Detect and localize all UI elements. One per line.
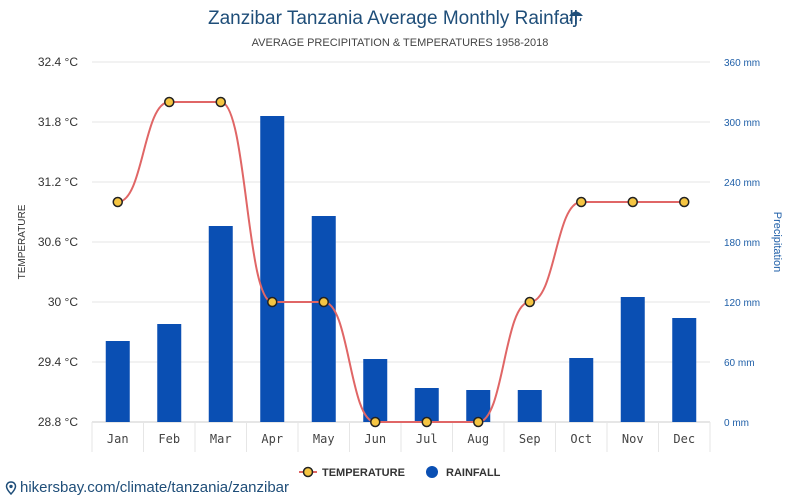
x-tick-label: Aug [467,432,489,446]
chart-subtitle: AVERAGE PRECIPITATION & TEMPERATURES 195… [252,37,549,49]
source-text: hikersbay.com/climate/tanzania/zanzibar [20,479,290,496]
right-axis-title: Precipitation [771,212,783,273]
x-tick-label: May [313,432,335,446]
y-tick-label-right: 60 mm [724,358,755,369]
temperature-point-jun [370,416,381,428]
temperature-point-apr [267,296,278,308]
temperature-point-nov [627,196,638,208]
right-axis-ticks: 0 mm 60 mm 120 mm 180 mm 240 mm 300 mm 360 mm [724,58,760,429]
legend-temperature-marker [302,466,314,478]
x-tick-label: Sep [519,432,541,446]
legend-temperature-label: TEMPERATURE [322,467,405,478]
rainfall-bar-nov [620,297,645,422]
legend-rainfall-label: RAINFALL [446,467,501,478]
x-tick-label: Jul [416,432,438,446]
x-tick-label: Dec [673,432,695,446]
rainfall-bar-jun [363,359,388,422]
rainfall-bar-sep [517,390,542,422]
temperature-point-jan [112,196,123,208]
climate-chart: Zanzibar Tanzania Average Monthly Rainfa… [17,8,783,478]
temperature-point-aug [473,416,484,428]
legend-rainfall-marker [426,466,438,478]
temperature-point-may [318,296,329,308]
legend-item-rainfall[interactable]: RAINFALL [426,466,501,478]
y-tick-label-left: 29.4 °C [38,355,78,369]
umbrella-rain-icon [569,11,583,28]
y-tick-label-right: 180 mm [724,238,760,249]
temperature-point-jul [421,416,432,428]
legend-item-temperature[interactable]: TEMPERATURE [299,466,405,478]
x-tick-label: Oct [570,432,592,446]
temperature-point-dec [679,196,690,208]
rainfall-bar-jul [414,388,439,422]
temperature-line-layer [117,101,685,424]
rainfall-bars [105,116,697,422]
temperature-point-sep [524,296,535,308]
y-tick-label-left: 28.8 °C [38,415,78,429]
rainfall-bar-mar [208,226,233,422]
temperature-point-oct [576,196,587,208]
left-axis-ticks: 28.8 °C 29.4 °C 30 °C 30.6 °C 31.2 °C 31.8 °C… [38,55,78,429]
temperature-points [112,96,690,428]
y-tick-label-left: 32.4 °C [38,55,78,69]
x-tick-label: Mar [210,432,232,446]
rainfall-bar-oct [569,358,594,422]
y-tick-label-right: 0 mm [724,418,749,429]
temperature-point-mar [215,96,226,108]
chart-title: Zanzibar Tanzania Average Monthly Rainfa… [208,8,578,29]
y-tick-label-left: 31.2 °C [38,175,78,189]
x-tick-label: Apr [261,432,283,446]
y-tick-label-left: 30 °C [48,295,78,309]
map-pin-icon [5,480,17,495]
rainfall-bar-dec [672,318,697,422]
y-tick-label-right: 300 mm [724,118,760,129]
x-tick-label: Jun [364,432,386,446]
rainfall-bar-jan [105,341,130,422]
temperature-line [117,101,685,424]
y-tick-label-left: 31.8 °C [38,115,78,129]
grid-lines [91,61,711,452]
rainfall-bar-may [311,216,336,422]
left-axis-title: TEMPERATURE [17,204,28,279]
y-tick-label-right: 360 mm [724,58,760,69]
y-tick-label-right: 240 mm [724,178,760,189]
x-tick-label: Nov [622,432,644,446]
y-tick-label-right: 120 mm [724,298,760,309]
x-tick-label: Feb [158,432,180,446]
x-axis-ticks: Jan Feb Mar Apr May Jun Jul Aug Sep Oct Nov Dec [107,432,695,446]
y-tick-label-left: 30.6 °C [38,235,78,249]
chart-legend: TEMPERATURE RAINFALL [299,466,501,478]
rainfall-bar-feb [157,324,182,422]
x-tick-label: Jan [107,432,129,446]
source-link[interactable]: hikersbay.com/climate/tanzania/zanzibar [4,479,289,496]
rainfall-bar-apr [260,116,285,422]
temperature-point-feb [164,96,175,108]
